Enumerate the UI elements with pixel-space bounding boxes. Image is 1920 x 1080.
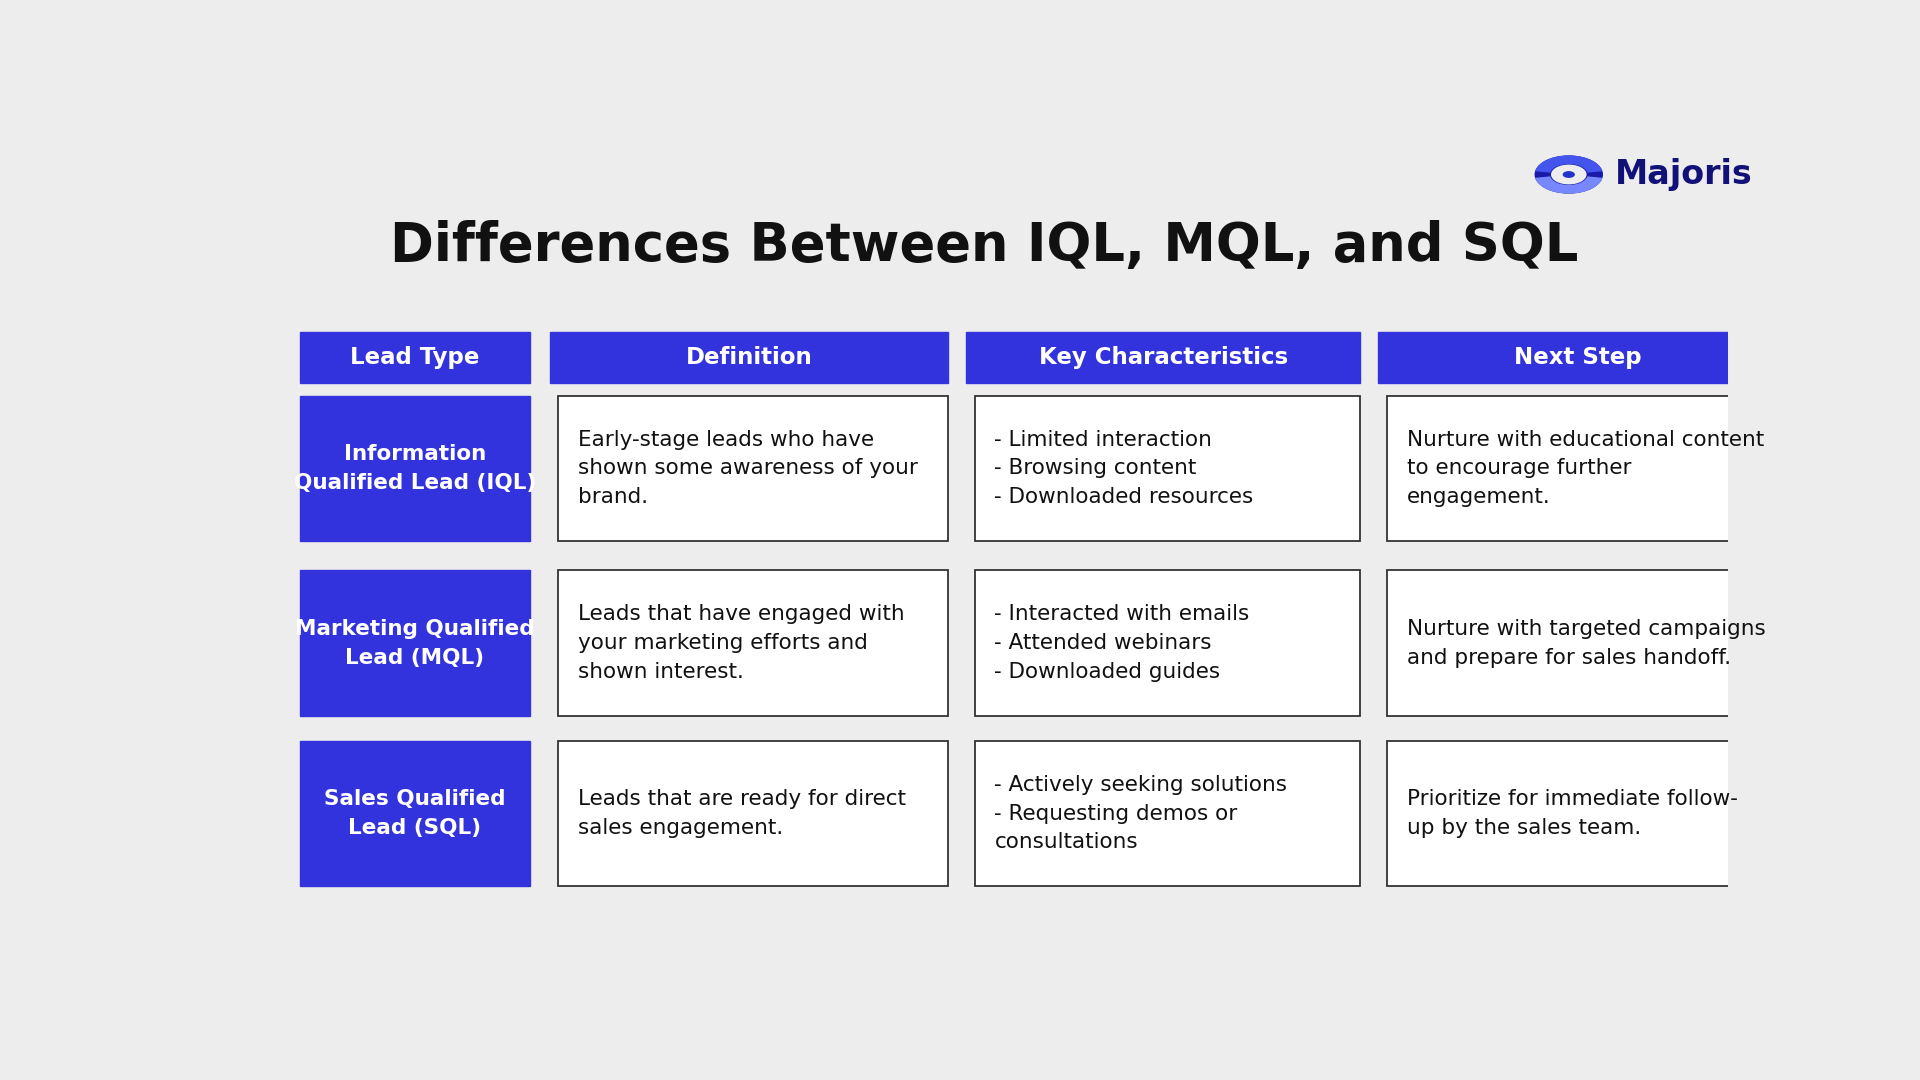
FancyBboxPatch shape	[1379, 332, 1778, 383]
Text: Nurture with targeted campaigns
and prepare for sales handoff.: Nurture with targeted campaigns and prep…	[1407, 619, 1764, 667]
Text: Leads that are ready for direct
sales engagement.: Leads that are ready for direct sales en…	[578, 789, 906, 838]
Text: Majoris: Majoris	[1615, 158, 1753, 191]
Text: Information
Qualified Lead (IQL): Information Qualified Lead (IQL)	[294, 444, 536, 492]
Text: - Limited interaction
- Browsing content
- Downloaded resources: - Limited interaction - Browsing content…	[995, 430, 1254, 508]
FancyBboxPatch shape	[975, 395, 1361, 541]
Text: Leads that have engaged with
your marketing efforts and
shown interest.: Leads that have engaged with your market…	[578, 605, 904, 681]
FancyBboxPatch shape	[549, 332, 948, 383]
FancyBboxPatch shape	[1388, 395, 1778, 541]
FancyBboxPatch shape	[1388, 741, 1778, 887]
Wedge shape	[1536, 156, 1603, 173]
Text: Key Characteristics: Key Characteristics	[1039, 346, 1288, 369]
FancyBboxPatch shape	[559, 570, 948, 716]
FancyBboxPatch shape	[300, 395, 530, 541]
Circle shape	[1563, 171, 1574, 178]
Circle shape	[1551, 164, 1586, 185]
FancyBboxPatch shape	[559, 741, 948, 887]
FancyBboxPatch shape	[559, 395, 948, 541]
FancyBboxPatch shape	[975, 741, 1361, 887]
Text: Marketing Qualified
Lead (MQL): Marketing Qualified Lead (MQL)	[296, 619, 534, 667]
FancyBboxPatch shape	[1388, 570, 1778, 716]
Text: Differences Between IQL, MQL, and SQL: Differences Between IQL, MQL, and SQL	[390, 220, 1578, 272]
Text: Early-stage leads who have
shown some awareness of your
brand.: Early-stage leads who have shown some aw…	[578, 430, 918, 508]
FancyBboxPatch shape	[300, 570, 530, 716]
Text: - Actively seeking solutions
- Requesting demos or
consultations: - Actively seeking solutions - Requestin…	[995, 774, 1288, 852]
Text: Sales Qualified
Lead (SQL): Sales Qualified Lead (SQL)	[324, 789, 505, 838]
Text: Definition: Definition	[685, 346, 812, 369]
Circle shape	[1534, 156, 1603, 193]
Text: Next Step: Next Step	[1513, 346, 1642, 369]
Text: Nurture with educational content
to encourage further
engagement.: Nurture with educational content to enco…	[1407, 430, 1764, 508]
FancyBboxPatch shape	[300, 332, 530, 383]
Text: Prioritize for immediate follow-
up by the sales team.: Prioritize for immediate follow- up by t…	[1407, 789, 1738, 838]
FancyBboxPatch shape	[975, 570, 1361, 716]
Text: - Interacted with emails
- Attended webinars
- Downloaded guides: - Interacted with emails - Attended webi…	[995, 605, 1250, 681]
FancyBboxPatch shape	[966, 332, 1361, 383]
Text: Lead Type: Lead Type	[349, 346, 480, 369]
FancyBboxPatch shape	[300, 741, 530, 887]
Wedge shape	[1536, 176, 1603, 193]
